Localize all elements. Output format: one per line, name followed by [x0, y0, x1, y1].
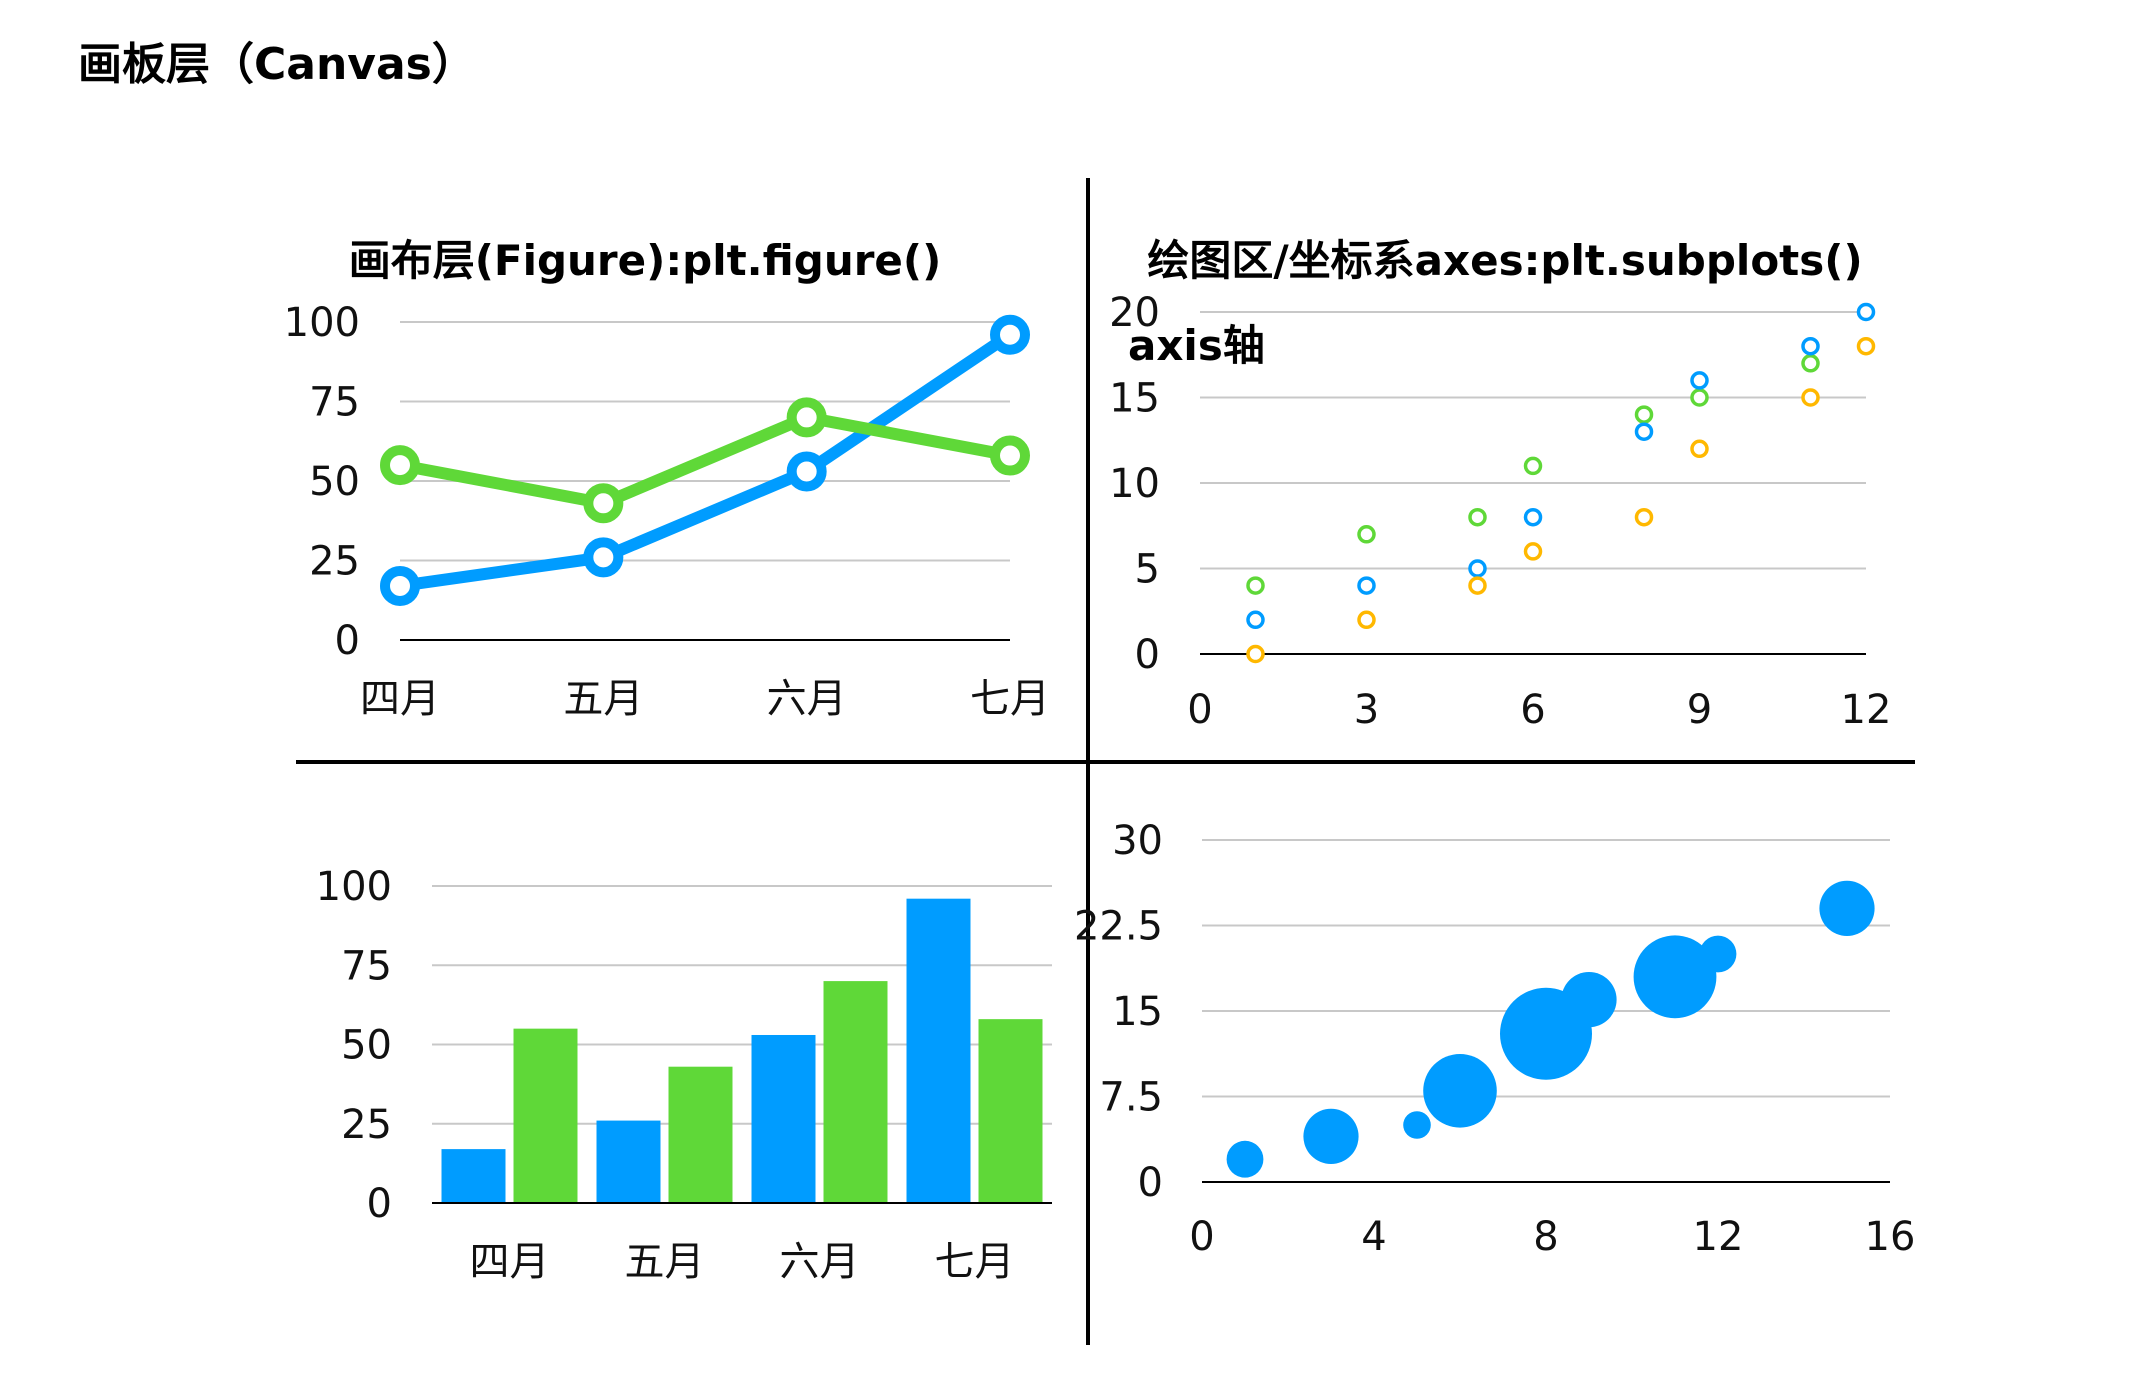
data-point: [1248, 647, 1263, 662]
y-tick-label: 15: [1109, 376, 1160, 422]
data-point: [792, 456, 822, 486]
bubble: [1561, 972, 1616, 1027]
y-tick-label: 25: [341, 1102, 392, 1148]
data-point: [1470, 561, 1485, 576]
bubble: [1303, 1109, 1358, 1164]
data-point: [1692, 441, 1707, 456]
bar: [824, 981, 888, 1203]
y-tick-label: 0: [1135, 632, 1160, 678]
data-point: [792, 402, 822, 432]
y-tick-label: 0: [367, 1181, 392, 1227]
bar: [514, 1029, 578, 1203]
y-tick-label: 7.5: [1099, 1075, 1163, 1121]
bubble: [1700, 936, 1737, 973]
x-tick-label: 0: [1187, 687, 1212, 733]
x-tick-label: 五月: [625, 1239, 705, 1285]
y-tick-label: 75: [341, 943, 392, 989]
chart-title: 画布层(Figure):plt.figure(): [349, 236, 942, 285]
data-point: [1526, 510, 1541, 525]
y-tick-label: 15: [1112, 989, 1163, 1035]
data-point: [1359, 578, 1374, 593]
data-point: [1637, 510, 1652, 525]
x-tick-label: 4: [1361, 1214, 1386, 1260]
y-tick-label: 10: [1109, 461, 1160, 507]
data-point: [1359, 527, 1374, 542]
bar: [979, 1019, 1043, 1203]
y-tick-label: 50: [309, 459, 360, 505]
data-point: [1637, 424, 1652, 439]
data-point: [588, 488, 618, 518]
x-tick-label: 12: [1693, 1214, 1744, 1260]
axis-annotation: axis轴: [1128, 321, 1265, 370]
y-tick-label: 25: [309, 539, 360, 585]
y-tick-label: 0: [1138, 1160, 1163, 1206]
data-point: [385, 450, 415, 480]
data-point: [1692, 390, 1707, 405]
x-tick-label: 五月: [563, 676, 643, 722]
data-point: [1470, 578, 1485, 593]
bar: [669, 1067, 733, 1203]
chart-title: 绘图区/坐标系axes:plt.subplots(): [1147, 236, 1862, 285]
y-tick-label: 75: [309, 380, 360, 426]
data-point: [995, 320, 1025, 350]
x-tick-label: 12: [1841, 687, 1892, 733]
data-point: [1803, 339, 1818, 354]
x-tick-label: 8: [1533, 1214, 1558, 1260]
data-point: [385, 571, 415, 601]
data-point: [588, 542, 618, 572]
bubble: [1819, 881, 1874, 936]
data-point: [1248, 578, 1263, 593]
bar: [442, 1149, 506, 1203]
bubble: [1403, 1111, 1431, 1139]
data-point: [1803, 356, 1818, 371]
line-chart-panel: 画布层(Figure):plt.figure() 0 25 50 75 100 四月 五月 六月…: [284, 236, 1050, 722]
y-tick-label: 30: [1112, 818, 1163, 864]
y-tick-label: 100: [284, 300, 360, 346]
x-tick-label: 七月: [935, 1239, 1015, 1285]
data-point: [1359, 612, 1374, 627]
x-tick-label: 四月: [470, 1239, 550, 1285]
bar: [597, 1121, 661, 1203]
data-point: [1859, 339, 1874, 354]
data-point: [1526, 544, 1541, 559]
y-tick-label: 100: [316, 864, 392, 910]
x-tick-label: 16: [1865, 1214, 1916, 1260]
x-tick-label: 四月: [360, 676, 440, 722]
bar: [752, 1035, 816, 1203]
x-tick-label: 七月: [970, 676, 1050, 722]
x-tick-label: 0: [1189, 1214, 1214, 1260]
data-point: [1248, 612, 1263, 627]
data-point: [995, 441, 1025, 471]
data-point: [1859, 305, 1874, 320]
bar: [907, 899, 971, 1203]
data-point: [1470, 510, 1485, 525]
bubble: [1423, 1054, 1497, 1128]
x-tick-label: 9: [1687, 687, 1712, 733]
x-tick-label: 6: [1520, 687, 1545, 733]
y-tick-label: 22.5: [1074, 904, 1163, 950]
y-tick-label: 50: [341, 1023, 392, 1069]
x-tick-label: 六月: [767, 676, 847, 722]
bubble: [1227, 1141, 1264, 1178]
data-point: [1803, 390, 1818, 405]
y-tick-label: 5: [1135, 547, 1160, 593]
bubble-chart-panel: 0 7.5 15 22.5 30 0 4 8 12 16: [1074, 818, 1916, 1260]
x-tick-label: 3: [1354, 687, 1379, 733]
x-tick-label: 六月: [780, 1239, 860, 1285]
series-line: [400, 417, 1010, 503]
data-point: [1692, 373, 1707, 388]
data-point: [1526, 458, 1541, 473]
bar-chart-panel: 0 25 50 75 100 四月 五月 六月 七月: [316, 864, 1052, 1285]
data-point: [1637, 407, 1652, 422]
y-tick-label: 0: [335, 618, 360, 664]
